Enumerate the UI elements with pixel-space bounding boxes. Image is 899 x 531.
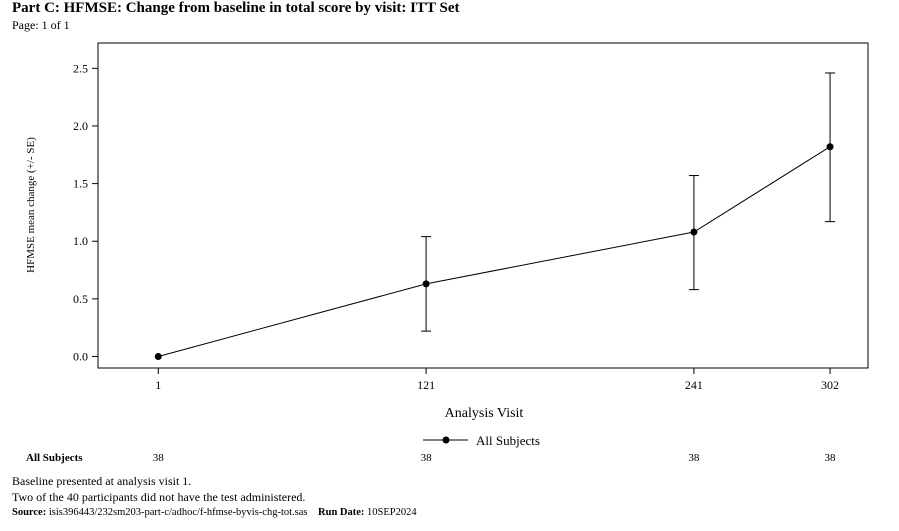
data-point bbox=[826, 143, 834, 151]
x-tick-label: 1 bbox=[155, 378, 161, 392]
x-tick-label: 121 bbox=[417, 378, 435, 392]
at-risk-count: 38 bbox=[153, 452, 165, 464]
at-risk-table: All Subjects 38 38 38 38 bbox=[26, 452, 836, 464]
footnote-baseline: Baseline presented at analysis visit 1. bbox=[12, 474, 192, 488]
y-tick-label: 2.0 bbox=[73, 119, 88, 133]
y-axis-label: HFMSE mean change (+/- SE) bbox=[25, 137, 37, 273]
source-label: Source: bbox=[12, 507, 47, 518]
x-tick-label: 241 bbox=[685, 378, 703, 392]
at-risk-count: 38 bbox=[825, 452, 837, 464]
chart-title: Part C: HFMSE: Change from baseline in t… bbox=[12, 0, 460, 16]
legend: All Subjects bbox=[423, 433, 540, 448]
y-tick-label: 1.5 bbox=[73, 177, 88, 191]
y-tick-label: 0.5 bbox=[73, 292, 88, 306]
run-date-label: Run Date: bbox=[318, 507, 365, 518]
y-tick-label: 0.0 bbox=[73, 349, 88, 363]
y-axis: 0.0 0.5 1.0 1.5 2.0 2.5 bbox=[73, 61, 98, 363]
data-point bbox=[690, 228, 698, 236]
data-point bbox=[154, 352, 162, 360]
series-line bbox=[158, 146, 831, 357]
data-point bbox=[422, 280, 430, 288]
series-all-subjects bbox=[154, 72, 836, 360]
y-tick-label: 2.5 bbox=[73, 61, 88, 75]
y-tick-label: 1.0 bbox=[73, 234, 88, 248]
plot-frame bbox=[97, 42, 869, 369]
footnote-participants: Two of the 40 participants did not have … bbox=[12, 490, 306, 504]
source-line: Source: isis396443/232sm203-part-c/adhoc… bbox=[12, 507, 417, 518]
source-path: isis396443/232sm203-part-c/adhoc/f-hfmse… bbox=[48, 507, 308, 518]
x-tick-label: 302 bbox=[821, 378, 839, 392]
run-date-value: 10SEP2024 bbox=[367, 507, 417, 518]
at-risk-row-label: All Subjects bbox=[26, 452, 83, 464]
at-risk-count: 38 bbox=[421, 452, 433, 464]
legend-marker bbox=[442, 436, 450, 444]
legend-label: All Subjects bbox=[476, 433, 540, 448]
page-indicator: Page: 1 of 1 bbox=[12, 18, 70, 32]
at-risk-count: 38 bbox=[688, 452, 700, 464]
x-axis-label: Analysis Visit bbox=[445, 406, 524, 421]
x-axis: 1 121 241 302 bbox=[155, 368, 839, 392]
